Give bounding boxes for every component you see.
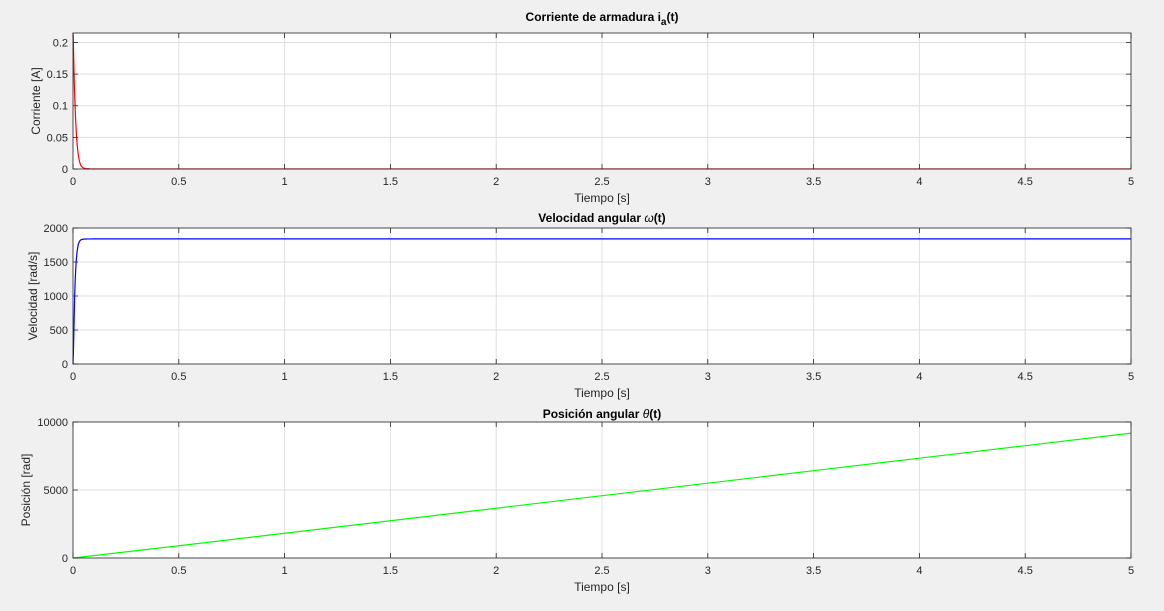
- y-tick-label: 0.1: [53, 101, 68, 113]
- chart-title-subscript: a: [661, 17, 667, 28]
- x-tick-label: 2: [493, 176, 499, 188]
- y-tick-label: 0.15: [47, 69, 68, 81]
- x-tick-label: 5: [1128, 565, 1134, 577]
- x-tick-label: 3: [705, 176, 711, 188]
- y-tick-label: 10000: [37, 417, 68, 429]
- x-tick-label: 4: [916, 565, 922, 577]
- y-tick-label: 1500: [44, 257, 68, 269]
- x-tick-label: 4.5: [1018, 565, 1033, 577]
- x-tick-label: 5: [1128, 176, 1134, 188]
- x-tick-label: 1: [282, 176, 288, 188]
- x-tick-label: 2: [493, 565, 499, 577]
- chart-title-main: Velocidad angular: [538, 211, 644, 225]
- chart-title: Velocidad angular ω(t): [538, 211, 665, 225]
- chart-title-suffix: (t): [666, 10, 678, 24]
- y-tick-label: 0.2: [53, 37, 68, 49]
- x-tick-label: 3.5: [806, 176, 821, 188]
- x-tick-label: 0.5: [171, 371, 186, 383]
- x-tick-label: 4: [916, 371, 922, 383]
- y-tick-label: 1000: [44, 291, 68, 303]
- x-tick-label: 4.5: [1018, 176, 1033, 188]
- x-tick-label: 0.5: [171, 176, 186, 188]
- x-tick-label: 0: [70, 176, 76, 188]
- x-tick-label: 0: [70, 371, 76, 383]
- chart-title-symbol: ω: [644, 211, 653, 225]
- series-line-1: [72, 432, 1132, 559]
- y-axis-label: Corriente [A]: [29, 67, 43, 134]
- chart-title: Corriente de armadura ia(t): [526, 10, 679, 28]
- y-tick-label: 500: [50, 325, 68, 337]
- x-tick-label: 5: [1128, 371, 1134, 383]
- x-tick-label: 2: [493, 371, 499, 383]
- y-axis-label: Posición [rad]: [19, 454, 33, 527]
- x-axis-label: Tiempo [s]: [574, 580, 630, 594]
- chart-title-suffix: (t): [649, 407, 661, 421]
- y-tick-label: 0: [62, 359, 68, 371]
- y-tick-label: 0.05: [47, 132, 68, 144]
- y-tick-label: 5000: [44, 485, 68, 497]
- x-tick-label: 4.5: [1018, 371, 1033, 383]
- series-line-1: [72, 238, 1131, 365]
- x-tick-label: 2.5: [594, 371, 609, 383]
- subplot-3: 0 0.5 1 1.5 2 2.5 3 3.5 4 4.5 5 0 5000 10000 Tiempo [s…: [19, 407, 1134, 594]
- x-tick-label: 3: [705, 565, 711, 577]
- x-tick-label: 4: [916, 176, 922, 188]
- y-tick-label: 0: [62, 164, 68, 176]
- x-tick-label: 1: [282, 565, 288, 577]
- x-tick-label: 1.5: [383, 371, 398, 383]
- x-axis-label: Tiempo [s]: [574, 191, 630, 205]
- chart-title-symbol: θ: [643, 407, 650, 421]
- x-tick-label: 1.5: [383, 176, 398, 188]
- chart-title-suffix: (t): [654, 211, 666, 225]
- x-tick-label: 3.5: [806, 565, 821, 577]
- x-tick-label: 1.5: [383, 565, 398, 577]
- x-tick-label: 3: [705, 371, 711, 383]
- x-tick-label: 1: [282, 371, 288, 383]
- y-tick-label: 0: [62, 553, 68, 565]
- x-axis-label: Tiempo [s]: [574, 386, 630, 400]
- x-tick-label: 2.5: [594, 176, 609, 188]
- x-tick-label: 3.5: [806, 371, 821, 383]
- subplot-1: 0 0.5 1 1.5 2 2.5 3 3.5 4 4.5 5 0 0.05 0.1 0.15 0.2 Tiem…: [29, 10, 1134, 205]
- x-tick-label: 0.5: [171, 565, 186, 577]
- chart-title: Posición angular θ(t): [543, 407, 662, 421]
- y-tick-label: 2000: [44, 223, 68, 235]
- subplot-2: 0 0.5 1 1.5 2 2.5 3 3.5 4 4.5 5 0 500 1000 1500 2000 Tie…: [26, 211, 1134, 400]
- chart-title-main: Corriente de armadura i: [526, 10, 661, 24]
- x-tick-label: 0: [70, 565, 76, 577]
- y-axis-label: Velocidad [rad/s]: [26, 252, 40, 341]
- x-tick-label: 2.5: [594, 565, 609, 577]
- chart-title-main: Posición angular: [543, 407, 643, 421]
